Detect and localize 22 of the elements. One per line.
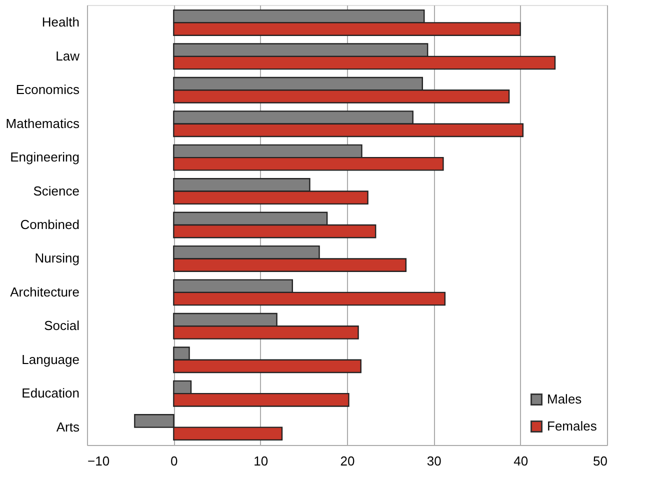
x-tick-label: 30 xyxy=(426,454,442,468)
x-tick-label: 0 xyxy=(170,454,178,468)
legend-label: Males xyxy=(547,392,582,406)
y-tick-label: Combined xyxy=(20,217,80,232)
x-tick-label: 50 xyxy=(593,454,608,468)
y-tick-label: Social xyxy=(44,318,80,334)
legend-label: Females xyxy=(547,418,598,434)
y-tick-label: Nursing xyxy=(34,250,80,266)
y-tick-label: Mathematics xyxy=(6,116,80,131)
y-tick-label: Economics xyxy=(16,82,80,98)
y-tick-label: Health xyxy=(42,14,80,30)
x-tick-label: 20 xyxy=(340,454,355,468)
y-tick-label: Arts xyxy=(56,419,80,434)
x-tick-label: 40 xyxy=(514,454,528,468)
y-tick-label: Architecture xyxy=(10,284,80,300)
y-tick-label: Law xyxy=(56,48,80,64)
y-tick-label: Language xyxy=(22,352,80,367)
y-tick-label: Science xyxy=(33,183,80,198)
y-tick-label: Engineering xyxy=(10,150,80,165)
x-tick-label: 10 xyxy=(254,454,268,468)
y-tick-label: Education xyxy=(22,386,80,401)
x-tick-label: −10 xyxy=(88,454,110,468)
